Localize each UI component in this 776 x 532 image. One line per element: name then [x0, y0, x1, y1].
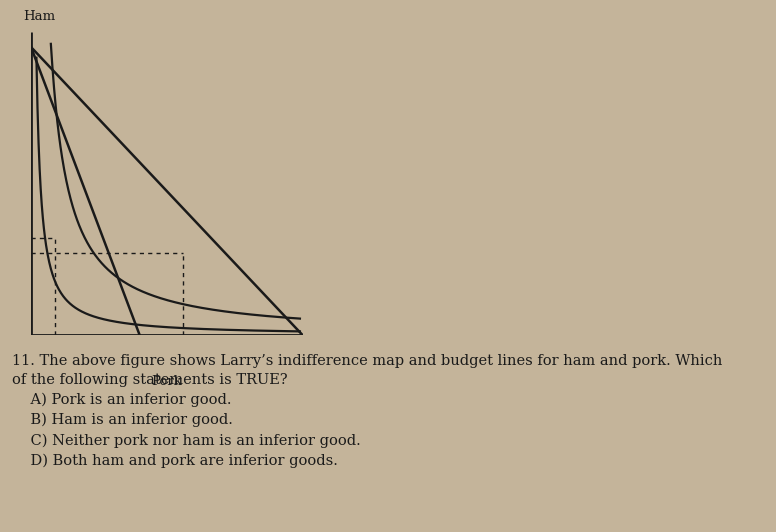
Text: Ham: Ham — [23, 10, 55, 23]
Text: 11. The above figure shows Larry’s indifference map and budget lines for ham and: 11. The above figure shows Larry’s indif… — [12, 354, 722, 468]
Text: Pork: Pork — [151, 375, 182, 388]
